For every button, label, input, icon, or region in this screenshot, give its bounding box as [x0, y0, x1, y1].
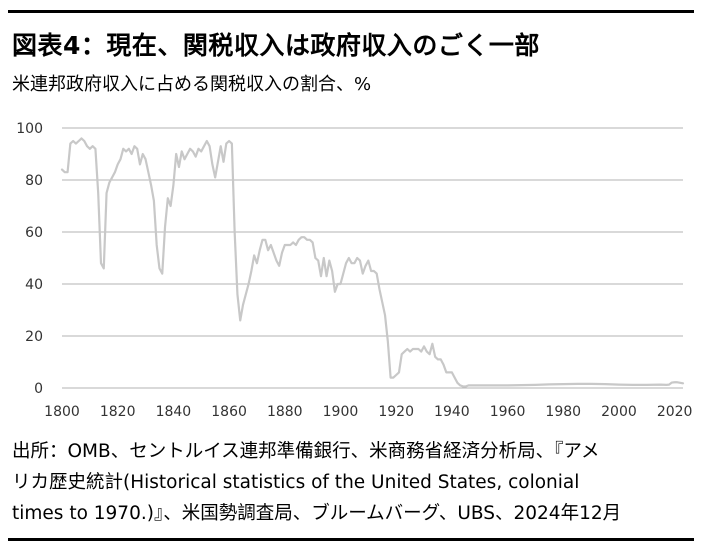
y-tick-label: 20: [25, 329, 43, 345]
x-tick-label: 1900: [323, 404, 359, 420]
series-line: [60, 137, 685, 388]
x-tick-label: 1880: [267, 404, 303, 420]
source-note: 出所：OMB、セントルイス連邦準備銀行、米商務省経済分析局、『アメ リカ歴史統計…: [12, 436, 692, 529]
bottom-rule: [8, 538, 694, 541]
chart-subtitle: 米連邦政府収入に占める関税収入の割合、%: [12, 74, 372, 95]
source-line: 出所：OMB、セントルイス連邦準備銀行、米商務省経済分析局、『アメ: [12, 441, 600, 462]
source-line: times to 1970.)』、米国勢調査局、ブルームバーグ、UBS、2024…: [12, 503, 622, 524]
x-tick-label: 1980: [545, 404, 581, 420]
x-tick-label: 2020: [657, 404, 693, 420]
x-tick-label: 2000: [601, 404, 637, 420]
x-tick-label: 1800: [44, 404, 80, 420]
x-tick-label: 1940: [434, 404, 470, 420]
top-rule: [8, 10, 694, 13]
line-chart: 0 20 40 60 80 100 1800 1820 1840 1860 1880 1900 1920…: [16, 121, 693, 420]
x-tick-label: 1960: [490, 404, 526, 420]
y-tick-label: 40: [25, 277, 43, 293]
chart-title: 図表4：現在、関税収入は政府収入のごく一部: [12, 31, 540, 60]
y-tick-label: 60: [25, 225, 43, 241]
x-tick-label: 1820: [100, 404, 136, 420]
x-tick-label: 1860: [211, 404, 247, 420]
y-tick-label: 80: [25, 173, 43, 189]
source-line: リカ歴史統計(Historical statistics of the Unit…: [12, 472, 580, 493]
x-tick-label: 1920: [378, 404, 414, 420]
x-tick-label: 1840: [156, 404, 192, 420]
y-tick-label: 100: [16, 121, 43, 137]
y-tick-label: 0: [34, 381, 43, 397]
